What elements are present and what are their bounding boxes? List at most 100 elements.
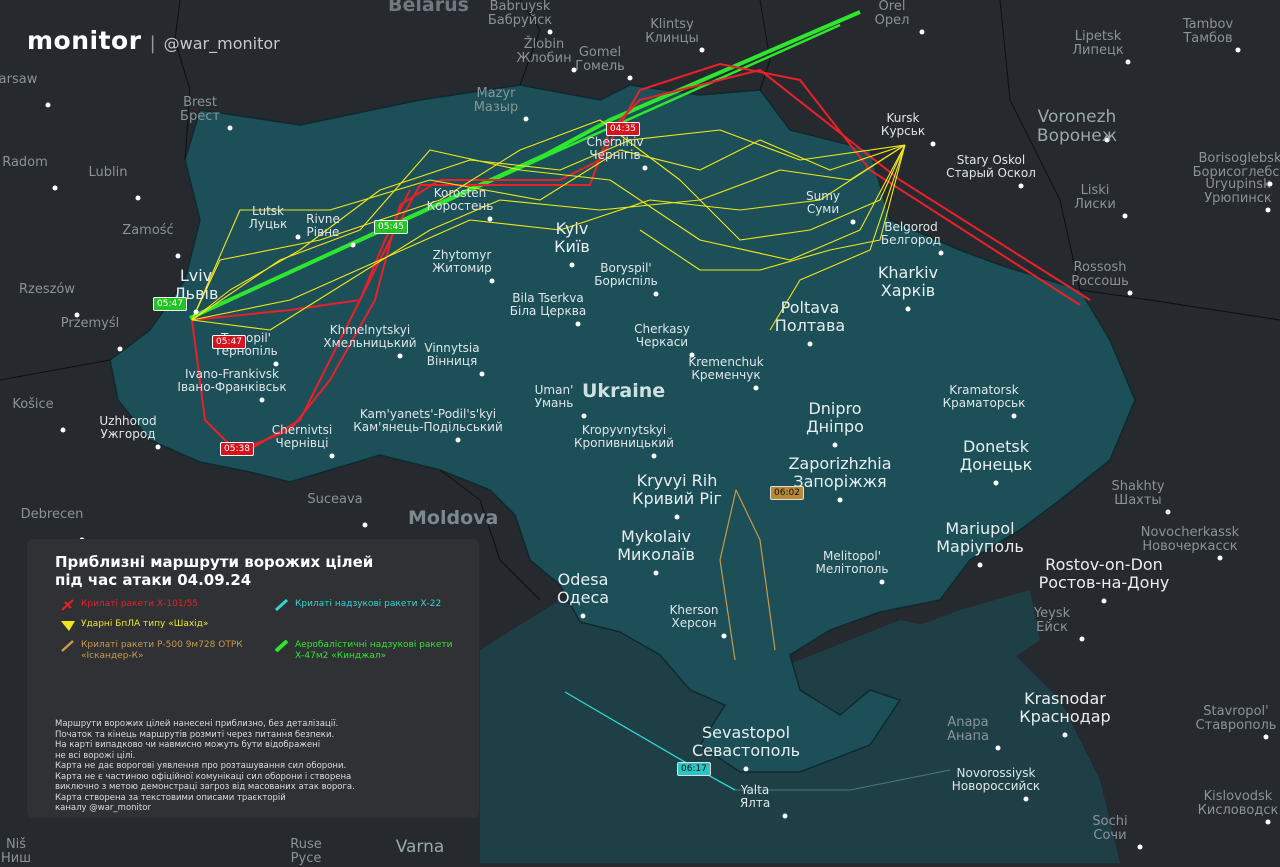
city-name-en: Voronezh	[1037, 107, 1117, 127]
city-dot	[1267, 181, 1273, 187]
city-name-uk: Белгород	[880, 233, 942, 248]
city-label-mykolaiv: Mykolaiv Миколаїв	[617, 528, 695, 563]
city-name-en: Sevastopol	[701, 723, 791, 742]
city-dot	[1235, 47, 1241, 53]
shahed-route	[191, 119, 906, 321]
legend-label: Крилаті надзукові ракети Х-22	[295, 599, 442, 609]
city-name-uk: Севастополь	[691, 740, 801, 760]
city-name-uk: Краматорськ	[942, 396, 1026, 411]
supersonic-missile-icon	[275, 599, 289, 611]
city-dot	[993, 480, 999, 486]
city-name-en: Suceava	[307, 492, 363, 507]
city-name-uk: Шахты	[1114, 493, 1162, 509]
city-dot	[479, 371, 485, 377]
city-name-uk: Житомир	[432, 261, 492, 276]
city-name-en: Rostov-on-Don	[1045, 555, 1163, 574]
city-name-en: Poltava	[780, 298, 840, 317]
city-name-en: Melitopol'	[822, 549, 882, 563]
city-dot	[753, 385, 759, 391]
city-name-en: Uman'	[534, 383, 574, 397]
city-label-arsaw: arsaw	[0, 72, 37, 87]
city-dot	[575, 321, 581, 327]
city-name-en: Mazyr	[476, 86, 516, 101]
city-name-uk: Кривий Ріг	[632, 488, 722, 508]
city-label-sevastopol: Sevastopol Севастополь	[692, 724, 800, 759]
city-label-klintsy: Klintsy Клинцы	[645, 17, 699, 47]
cruise-missile-icon	[61, 599, 74, 611]
city-name-uk: Донецьк	[959, 454, 1033, 474]
city-label-przemy-l: Przemyśl	[60, 316, 120, 331]
city-name-en: Novorossiysk	[956, 766, 1036, 780]
city-dot	[155, 444, 161, 450]
city-label-yalta: Yalta Ялта	[740, 783, 770, 810]
drone-icon	[61, 621, 75, 631]
city-label-chernihiv: Chernihiv Чернігів	[586, 135, 643, 162]
city-dot	[674, 514, 680, 520]
city-label-ruse: Ruse Русе	[290, 837, 321, 867]
city-label-radom: Radom	[2, 155, 48, 170]
city-name-en: Kam'yanets'-Podil's'kyi	[359, 407, 497, 421]
city-dot	[487, 216, 493, 222]
city-label-rossosh: Rossosh Россошь	[1071, 260, 1129, 290]
city-label-dnipro: Dnipro Дніпро	[806, 400, 864, 435]
shahed-route	[191, 144, 906, 331]
city-name-uk: Брест	[180, 109, 220, 125]
city-label-stary-oskol: Stary Oskol Старый Оскол	[946, 153, 1036, 180]
city-label-kislovodsk: Kislovodsk Кисловодск	[1198, 789, 1279, 819]
city-name-en: Liski	[1080, 183, 1110, 198]
city-name-uk: Харків	[880, 280, 936, 300]
city-name-uk: Борисоглебск	[1192, 165, 1280, 181]
city-label-odesa: Odesa Одеса	[557, 571, 609, 606]
city-name-uk: Бабруйск	[487, 13, 553, 29]
city-name-en: Przemyśl	[60, 316, 120, 331]
city-label-uryupinsk: Uryupinsk Урюпинск	[1204, 177, 1272, 207]
city-name-uk: Миколаїв	[617, 544, 695, 564]
city-name-en: Vinnytsia	[424, 341, 480, 355]
city-dot	[227, 125, 233, 131]
city-dot	[580, 613, 586, 619]
city-name-uk: Херсон	[671, 616, 717, 631]
country-label-belarus: Belarus	[388, 0, 469, 16]
city-name-uk: Рівне	[306, 225, 340, 240]
city-name-en: Yeysk	[1033, 606, 1071, 621]
city-label-ni-: Niš Ниш	[1, 837, 31, 867]
city-name-en: Sumy	[805, 189, 841, 203]
city-name-uk: Кременчук	[691, 368, 761, 383]
city-dot	[1137, 844, 1143, 850]
city-label-kam-yanets-podil-s-kyi: Kam'yanets'-Podil's'kyi Кам'янець-Подільс…	[353, 407, 503, 434]
city-name-en: Mariupol	[945, 519, 1015, 538]
city-dot	[273, 361, 279, 367]
city-name-en: Cherkasy	[634, 322, 690, 336]
city-label-boryspil-: Boryspil' Бориспіль	[594, 261, 658, 288]
city-dot	[523, 116, 529, 122]
city-name-en: Anapa	[947, 715, 989, 730]
city-dot	[1265, 207, 1271, 213]
city-dot	[1263, 734, 1269, 740]
city-label-krasnodar: Krasnodar Краснодар	[1019, 690, 1110, 725]
city-name-uk: Орел	[874, 13, 910, 29]
city-label-zhytomyr: Zhytomyr Житомир	[432, 248, 492, 276]
legend-disclaimer: Маршрути ворожих цілей нанесені приблизн…	[55, 719, 355, 813]
city-dot	[832, 442, 838, 448]
city-name-en: Kherson	[669, 603, 719, 617]
city-label--lobin: Žlobin Жлобин	[516, 37, 571, 67]
city-dot	[699, 47, 705, 53]
city-name-en: Lutsk	[252, 204, 284, 218]
city-label-novorossiysk: Novorossiysk Новороссийск	[952, 766, 1040, 793]
city-name-en: Brest	[183, 95, 217, 110]
city-name-uk: Ейск	[1036, 620, 1068, 636]
city-label-gomel: Gomel Гомель	[575, 45, 625, 75]
brand-handle[interactable]: @war_monitor	[163, 34, 280, 53]
city-name-en: Zaporizhzhia	[788, 454, 892, 473]
city-label-bila-tserkva: Bila Tserkva Біла Церква	[510, 291, 586, 318]
city-name-en: Ivano-Frankivsk	[184, 367, 280, 381]
country-label-moldova: Moldova	[408, 507, 499, 529]
city-name-uk: Мазыр	[473, 100, 519, 116]
legend-label: Крилаті ракети Х-101/55	[81, 599, 199, 609]
city-label-uzhhorod: Uzhhorod Ужгород	[99, 414, 156, 441]
city-dot	[569, 262, 575, 268]
city-name-uk: Анапа	[947, 729, 989, 745]
city-name-uk: Краснодар	[1019, 706, 1111, 726]
city-name-en: Donetsk	[963, 437, 1029, 456]
